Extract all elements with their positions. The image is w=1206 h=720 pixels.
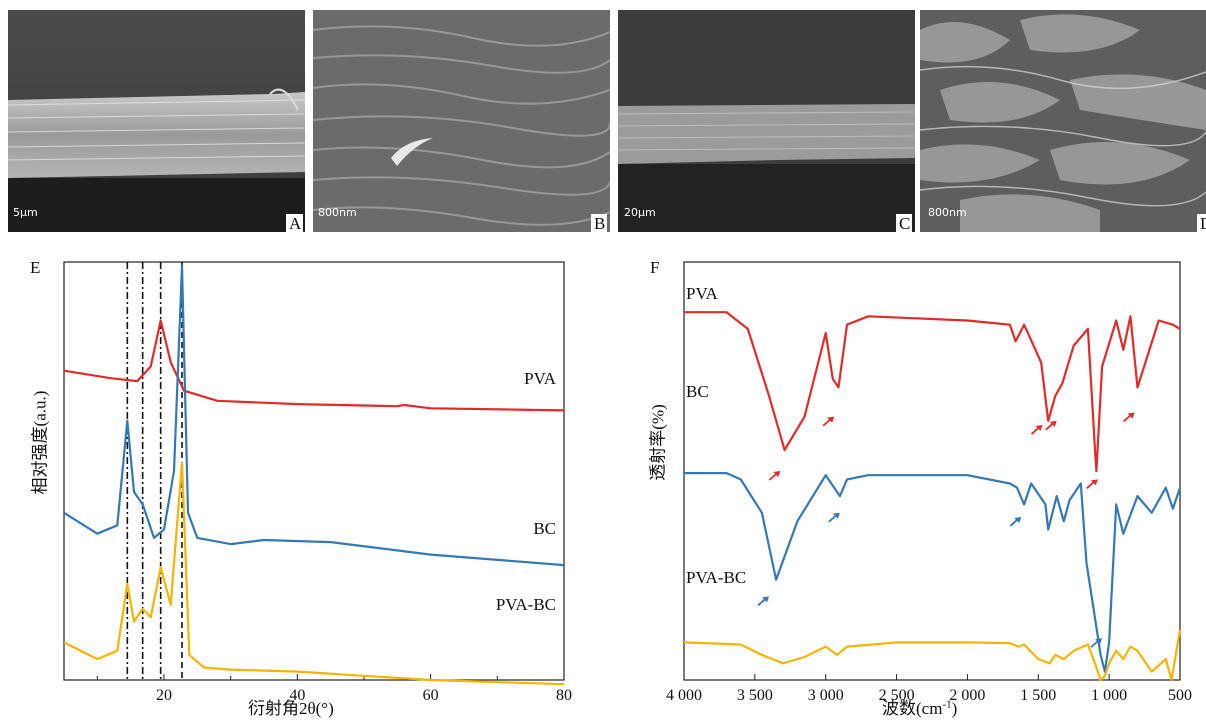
chart-f-xtick-label-3500: 3 500 <box>737 687 773 700</box>
sem-image-d <box>920 10 1206 232</box>
chart-e-xlabel: 衍射角2θ(°) <box>248 699 334 718</box>
scale-bar-label-b: 800nm <box>318 206 357 219</box>
chart-f-xlabel-tail: ) <box>951 699 958 718</box>
chart-e-plot-frame <box>63 261 565 681</box>
chart-f-peak-arrow-5 <box>1086 479 1098 490</box>
sem-image-c <box>618 10 915 232</box>
sem-image-b <box>313 10 610 232</box>
chart-f-xtick-label-4000: 4 000 <box>666 687 702 700</box>
chart-f-xtick-label-1000: 1 000 <box>1091 687 1127 700</box>
chart-f-legend-label-pva: PVA <box>686 284 719 303</box>
panel-label-c: C <box>896 214 913 232</box>
chart-e-xtick-label-60: 60 <box>423 687 439 700</box>
chart-f-series-line-pva <box>684 311 1181 473</box>
scale-bar-label-a: 5μm <box>13 206 38 219</box>
chart-e-legend-label-pva: PVA <box>524 369 557 388</box>
chart-f-peak-arrow-1 <box>768 471 781 481</box>
chart-e-series-line-pva-bc <box>63 461 565 686</box>
scale-bar-label-d: 800nm <box>928 206 967 219</box>
chart-f-series-line-pva-bc <box>683 629 1182 682</box>
chart-f-series-line-bc <box>684 472 1182 673</box>
chart-f-xlabel-sup: -1 <box>942 698 952 711</box>
chart-f-xtick-label-3000: 3 000 <box>808 687 844 700</box>
chart-f-peak-arrow-7 <box>757 596 770 607</box>
chart-f-legend-label-pva-bc: PVA-BC <box>686 568 746 587</box>
chart-f-peak-arrow-8 <box>828 512 840 523</box>
chart-f-plot-frame <box>683 261 1181 681</box>
chart-f-xtick-label-500: 500 <box>1168 687 1192 700</box>
chart-f-peak-arrow-6 <box>1123 412 1135 423</box>
chart-f-xlabel-main: 波数(cm <box>882 699 943 718</box>
scale-bar-label-c: 20μm <box>624 206 656 219</box>
chart-e-xtick-label-80: 80 <box>556 687 572 700</box>
chart-e: 20 40 60 80 PVA BC PVA-BC <box>63 261 572 700</box>
chart-f-peak-arrow-4 <box>1045 420 1057 431</box>
panel-label-a: A <box>286 214 304 232</box>
chart-f-peak-arrow-2 <box>822 416 835 427</box>
chart-f-peak-arrow-9 <box>1009 516 1022 527</box>
chart-f-legend-label-bc: BC <box>686 382 709 401</box>
chart-f: 4 000 3 500 3 000 2 500 2 000 1 500 1 000 500 PV… <box>666 261 1192 700</box>
chart-f-xlabel: 波数(cm-1) <box>882 694 957 719</box>
panel-label-d: D <box>1197 214 1206 232</box>
chart-f-xtick-label-1500: 1 500 <box>1020 687 1056 700</box>
figure-label-f: F <box>650 258 660 277</box>
panel-label-b: B <box>591 214 608 232</box>
figure-label-e: E <box>30 258 41 277</box>
chart-e-legend-label-bc: BC <box>533 519 556 538</box>
chart-e-xtick-label-40: 40 <box>289 687 305 700</box>
chart-f-xtick-label-2500: 2 500 <box>879 687 915 700</box>
sem-image-a <box>8 10 305 232</box>
chart-e-series-line-pva <box>63 319 565 412</box>
chart-f-xtick-label-2000: 2 000 <box>949 687 985 700</box>
chart-e-series-line-bc <box>63 265 565 567</box>
chart-f-peak-arrow-10 <box>1090 638 1103 648</box>
chart-f-peak-arrow-3 <box>1030 425 1043 435</box>
chart-e-xtick-label-20: 20 <box>156 687 172 700</box>
chart-e-legend-label-pva-bc: PVA-BC <box>496 595 556 614</box>
